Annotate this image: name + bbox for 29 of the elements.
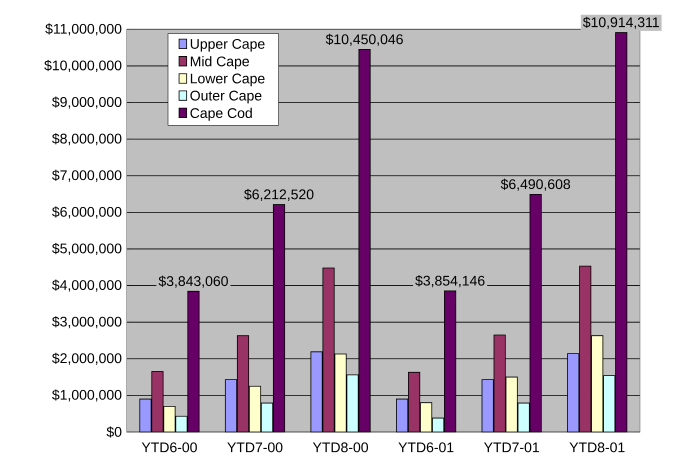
- y-tick-label: $9,000,000: [52, 96, 122, 109]
- x-tick-label: YTD6-00: [142, 442, 197, 452]
- legend-label: Mid Cape: [190, 56, 249, 70]
- y-tick-label: $7,000,000: [52, 170, 122, 182]
- y-tick-label: $4,000,000: [52, 280, 122, 292]
- data-label: $3,843,060: [158, 276, 228, 288]
- data-label: $6,212,520: [244, 188, 314, 201]
- y-tick-label: $6,000,000: [52, 206, 122, 218]
- y-tick-label: $11,000,000: [45, 23, 122, 36]
- data-label: $10,914,311: [582, 16, 659, 29]
- y-tick-label: $10,000,000: [44, 60, 122, 72]
- x-tick-label: YTD7-00: [227, 442, 282, 452]
- legend-label: Outer Cape: [190, 90, 262, 104]
- y-tick-label: $1,000,000: [52, 389, 122, 402]
- y-tick-label: $3,000,000: [52, 316, 122, 328]
- x-tick-label: YTD8-00: [312, 442, 368, 452]
- data-label: $3,854,146: [415, 275, 485, 288]
- x-tick-label: YTD8-01: [570, 442, 625, 452]
- legend-label: Cape Cod: [190, 108, 252, 121]
- y-tick-label: $5,000,000: [52, 242, 122, 256]
- data-label: $10,450,046: [326, 34, 403, 46]
- data-label: $6,490,608: [500, 178, 570, 191]
- x-tick-label: YTD6-01: [398, 442, 454, 452]
- y-tick-label: $2,000,000: [52, 352, 122, 365]
- y-tick-label: $8,000,000: [52, 133, 122, 146]
- legend-label: Lower Cape: [190, 74, 265, 86]
- x-tick-label: YTD7-01: [484, 442, 539, 452]
- y-tick-label: $0: [106, 426, 122, 438]
- legend-label: Upper Cape: [190, 38, 265, 52]
